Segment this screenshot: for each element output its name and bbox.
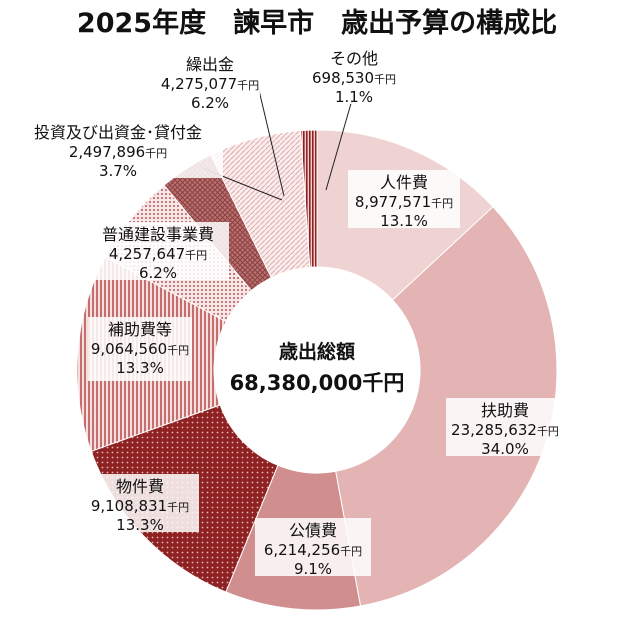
slice-pct: 13.3% — [116, 516, 164, 534]
label-box — [88, 317, 192, 381]
slice-amount: 4,257,647千円 — [109, 245, 207, 263]
slice-amount: 2,497,896千円 — [69, 143, 167, 161]
label-box — [81, 474, 199, 532]
label-box — [446, 398, 564, 456]
slice-name: 物件費 — [116, 477, 164, 496]
slice-amount: 9,064,560千円 — [91, 340, 189, 358]
slice-amount: 4,275,077千円 — [161, 75, 259, 93]
slice-pct: 3.7% — [99, 162, 137, 180]
slice-pct: 13.3% — [116, 359, 164, 377]
label-box — [13, 120, 223, 178]
slice-amount: 6,214,256千円 — [264, 541, 362, 559]
slice-pct: 34.0% — [481, 440, 529, 458]
slice-name: 公債費 — [289, 521, 337, 540]
slice-unit: 千円 — [374, 73, 396, 86]
slice-name: 繰出金 — [186, 55, 234, 74]
slice-amount: 8,977,571千円 — [355, 193, 453, 211]
slice-pct: 9.1% — [294, 560, 332, 578]
chart-title: 2025年度 諫早市 歳出予算の構成比 — [77, 7, 557, 39]
label-box — [348, 170, 460, 228]
leader-line-8 — [257, 85, 285, 197]
slice-unit: 千円 — [167, 344, 189, 357]
slice-name: 普通建設事業費 — [102, 225, 214, 244]
center-title: 歳出総額 — [279, 340, 355, 363]
leader-line-9 — [325, 99, 353, 191]
slice-unit: 千円 — [537, 425, 559, 438]
slice-pct: 1.1% — [335, 88, 373, 106]
slice-pct: 6.2% — [191, 94, 229, 112]
slice-unit: 千円 — [185, 249, 207, 262]
center-total: 68,380,000千円 — [230, 371, 405, 395]
slice-unit: 千円 — [237, 79, 259, 92]
slice-amount: 23,285,632千円 — [451, 421, 559, 439]
slice-name: 人件費 — [380, 173, 428, 192]
label-box — [160, 52, 260, 110]
slice-unit: 千円 — [340, 545, 362, 558]
label-box — [255, 518, 371, 576]
slice-name: その他 — [330, 49, 378, 68]
slice-amount: 698,530千円 — [312, 69, 396, 87]
slice-unit: 千円 — [431, 197, 453, 210]
slice-unit: 千円 — [167, 501, 189, 514]
slice-pct: 13.1% — [380, 212, 428, 230]
donut-hole — [214, 267, 420, 473]
slice-name: 補助費等 — [108, 320, 172, 339]
label-box — [87, 222, 229, 280]
label-box — [301, 46, 407, 104]
slice-name: 投資及び出資金･貸付金 — [34, 123, 202, 142]
slice-pct: 6.2% — [139, 264, 177, 282]
slice-unit: 千円 — [145, 147, 167, 160]
slice-amount: 9,108,831千円 — [91, 497, 189, 515]
slice-name: 扶助費 — [481, 401, 529, 420]
